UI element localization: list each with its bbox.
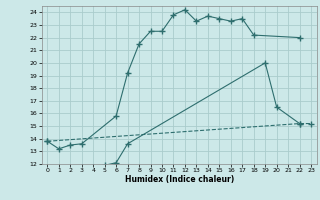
X-axis label: Humidex (Indice chaleur): Humidex (Indice chaleur): [124, 175, 234, 184]
